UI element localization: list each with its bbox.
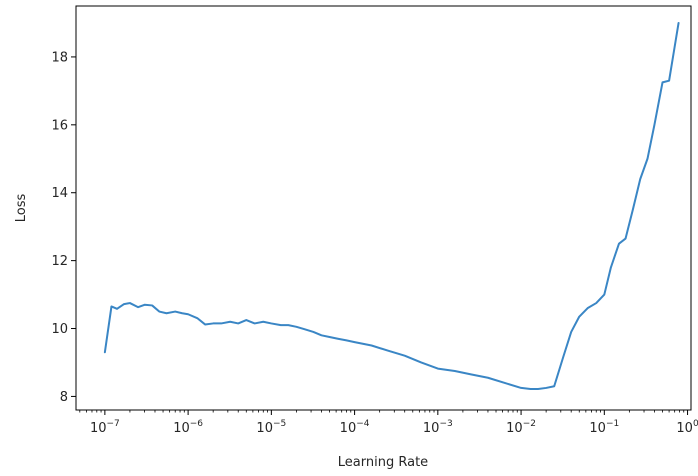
y-tick-label: 8	[60, 390, 68, 405]
x-tick-label: 10−4	[340, 419, 370, 436]
y-tick-label: 10	[51, 322, 68, 337]
x-tick-label: 10−7	[90, 419, 120, 436]
y-tick-label: 12	[51, 254, 68, 269]
x-tick-label: 100	[676, 419, 698, 436]
y-axis-label: Loss	[14, 194, 29, 223]
loss-series-line	[103, 21, 680, 390]
x-axis-label: Learning Rate	[338, 455, 428, 470]
y-tick-label: 16	[51, 118, 68, 133]
plot-area	[75, 5, 692, 411]
x-tick-label: 10−6	[173, 419, 203, 436]
y-tick-label: 14	[51, 186, 68, 201]
x-tick-label: 10−1	[589, 419, 619, 436]
x-tick-label: 10−5	[256, 419, 286, 436]
x-tick-label: 10−2	[506, 419, 536, 436]
y-tick-label: 18	[51, 50, 68, 65]
x-tick-label: 10−3	[423, 419, 453, 436]
